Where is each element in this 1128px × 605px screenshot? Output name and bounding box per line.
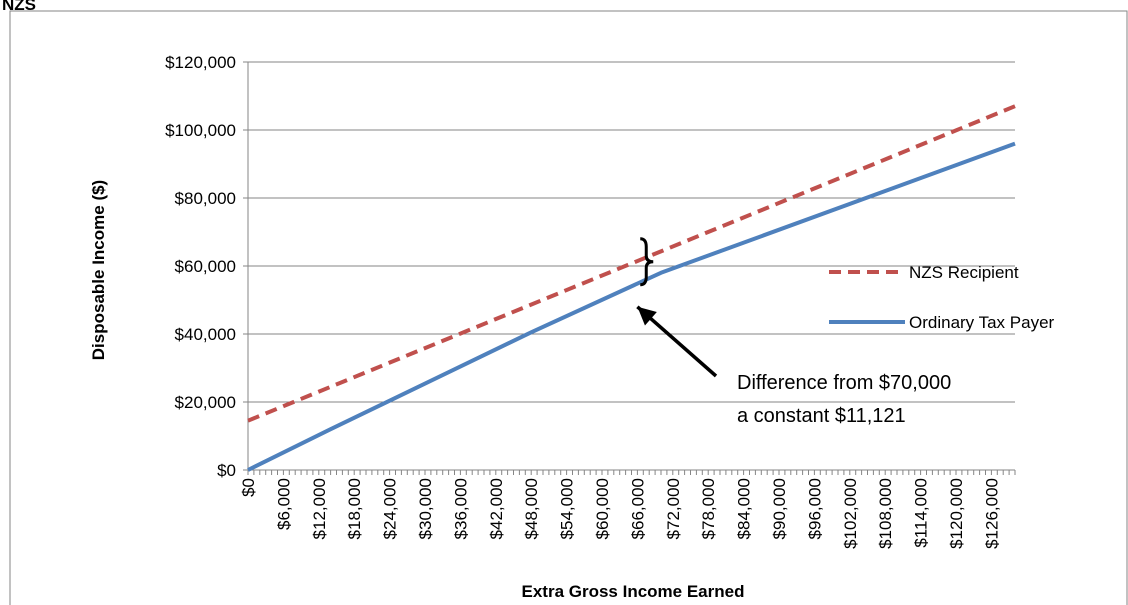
annotation-arrowhead	[637, 306, 657, 326]
y-tick-label: $40,000	[175, 325, 236, 344]
x-tick-label: $90,000	[770, 478, 789, 539]
x-tick-label: $120,000	[947, 478, 966, 549]
series-lines	[247, 104, 1016, 472]
x-tick-label: $96,000	[805, 478, 824, 539]
x-tick-label: $6,000	[274, 478, 293, 530]
y-axis-title: Disposable Income ($)	[89, 180, 108, 360]
x-tick-label: $24,000	[381, 478, 400, 539]
y-tick-labels: $0 $20,000 $40,000 $60,000 $80,000 $100,000 $1…	[165, 53, 236, 480]
y-tick-label: $80,000	[175, 189, 236, 208]
y-tick-label: $0	[217, 461, 236, 480]
y-tick-label: $100,000	[165, 121, 236, 140]
x-tick-label: $114,000	[912, 478, 931, 548]
x-tick-label: $78,000	[699, 478, 718, 539]
legend-label: Ordinary Tax Payer	[909, 313, 1055, 332]
series-line	[247, 104, 1016, 423]
chart-border	[9, 10, 1128, 605]
x-tick-label: $30,000	[416, 478, 435, 539]
x-tick-label: $48,000	[522, 478, 541, 539]
x-tick-label: $54,000	[558, 478, 577, 539]
x-tick-label: $0	[239, 478, 258, 497]
x-axis-title: Extra Gross Income Earned	[522, 582, 745, 601]
x-tick-label: $66,000	[628, 478, 647, 539]
legend: NZS Recipient Ordinary Tax Payer	[829, 263, 1055, 332]
x-tick-label: $42,000	[487, 478, 506, 539]
x-tick-label: $102,000	[841, 478, 860, 549]
x-tick-label: $126,000	[982, 478, 1001, 549]
x-tick-label: $108,000	[876, 478, 895, 549]
x-tick-label: $12,000	[310, 478, 329, 539]
x-tick-label: $72,000	[664, 478, 683, 539]
x-tick-label: $84,000	[735, 478, 754, 539]
x-tick-label: $60,000	[593, 478, 612, 539]
x-tick-labels: $0 $6,000 $12,000 $18,000 $24,000 $30,000 $36,…	[239, 478, 1001, 549]
annotation-text: a constant $11,121	[737, 405, 906, 427]
axes	[247, 62, 1016, 475]
annotation: Difference from $70,000 a constant $11,12…	[636, 237, 951, 427]
y-tick-label: $60,000	[175, 257, 236, 276]
y-tick-label: $120,000	[165, 53, 236, 72]
y-tick-label: $20,000	[175, 393, 236, 412]
annotation-text: Difference from $70,000	[737, 372, 951, 394]
x-tick-label: $36,000	[451, 478, 470, 539]
x-tick-label: $18,000	[345, 478, 364, 539]
grid-lines	[243, 61, 1015, 471]
legend-label: NZS Recipient	[909, 263, 1019, 282]
difference-brace	[640, 237, 654, 287]
series-line	[247, 141, 1016, 472]
